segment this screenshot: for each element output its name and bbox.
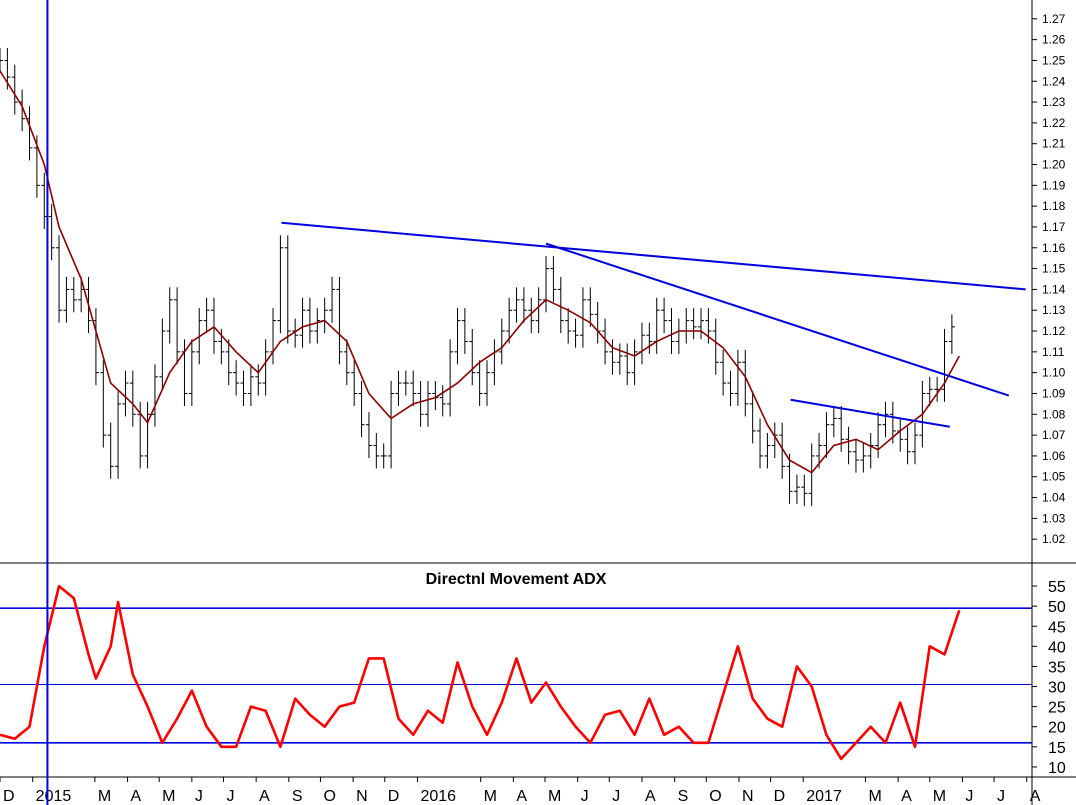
x-tick-label: S: [678, 788, 689, 805]
price-y-tick-label: 1.04: [1042, 491, 1066, 505]
adx-y-tick-label: 10: [1048, 760, 1066, 777]
x-tick-label: 2017: [806, 788, 842, 805]
x-tick-label: D: [3, 788, 15, 805]
adx-line: [0, 584, 961, 761]
x-tick-label: M: [548, 788, 561, 805]
adx-y-tick-label: 55: [1048, 579, 1066, 596]
adx-y-tick-label: 45: [1048, 619, 1066, 636]
x-tick-label: N: [742, 788, 754, 805]
price-y-tick-label: 1.22: [1042, 116, 1066, 130]
x-tick-label: M: [162, 788, 175, 805]
price-y-tick-label: 1.18: [1042, 199, 1066, 213]
x-tick-label: A: [645, 788, 656, 805]
price-y-tick-label: 1.02: [1042, 532, 1066, 546]
x-tick-label: D: [388, 788, 400, 805]
x-tick-label: N: [356, 788, 368, 805]
price-y-tick-label: 1.26: [1042, 33, 1066, 47]
moving-average-line: [0, 70, 961, 474]
x-tick-label: A: [259, 788, 270, 805]
x-tick-label: A: [131, 788, 142, 805]
x-tick-label: M: [868, 788, 881, 805]
x-tick-label: O: [323, 788, 335, 805]
adx-y-tick-label: 15: [1048, 740, 1066, 757]
x-tick-label: M: [98, 788, 111, 805]
price-y-tick-label: 1.05: [1042, 470, 1066, 484]
adx-y-tick-label: 35: [1048, 659, 1066, 676]
x-tick-label: M: [933, 788, 946, 805]
x-tick-label: J: [997, 788, 1005, 805]
x-tick-label: J: [965, 788, 973, 805]
adx-y-tick-label: 20: [1048, 720, 1066, 737]
x-tick-label: J: [581, 788, 589, 805]
price-y-tick-label: 1.12: [1042, 324, 1066, 338]
price-y-tick-label: 1.17: [1042, 220, 1066, 234]
adx-y-tick-label: 30: [1048, 680, 1066, 697]
price-bars: [0, 47, 955, 506]
adx-y-tick-label: 50: [1048, 599, 1066, 616]
price-y-tick-label: 1.19: [1042, 178, 1066, 192]
x-tick-label: J: [195, 788, 203, 805]
price-y-tick-label: 1.21: [1042, 137, 1066, 151]
x-tick-label: A: [1030, 788, 1041, 805]
trendline-2: [281, 221, 1026, 291]
x-tick-label: J: [612, 788, 620, 805]
adx-y-tick-label: 40: [1048, 639, 1066, 656]
x-tick-label: M: [484, 788, 497, 805]
x-tick-label: D: [774, 788, 786, 805]
price-y-tick-label: 1.24: [1042, 74, 1066, 88]
x-tick-label: A: [901, 788, 912, 805]
price-y-tick-label: 1.23: [1042, 95, 1066, 109]
adx-title: Directnl Movement ADX: [426, 571, 607, 588]
x-tick-label: S: [292, 788, 303, 805]
x-tick-label: O: [709, 788, 721, 805]
trendline-3: [545, 242, 1010, 397]
price-y-tick-label: 1.14: [1042, 282, 1066, 296]
x-tick-label: J: [226, 788, 234, 805]
price-y-tick-label: 1.15: [1042, 262, 1066, 276]
price-y-tick-label: 1.20: [1042, 158, 1066, 172]
price-y-tick-label: 1.09: [1042, 386, 1066, 400]
price-y-tick-label: 1.25: [1042, 53, 1066, 67]
x-tick-label: 2015: [36, 788, 72, 805]
price-y-tick-label: 1.03: [1042, 511, 1066, 525]
x-axis: D 2015 M A M J J A S O N D 2016 M A M J J A S O N D 2017 M A M J J A: [0, 777, 1041, 805]
adx-panel: Directnl Movement ADX 10 15 20 25 30 35 40 45 50…: [0, 571, 1066, 777]
price-y-tick-label: 1.16: [1042, 241, 1066, 255]
price-y-tick-label: 1.10: [1042, 366, 1066, 380]
price-y-tick-label: 1.11: [1042, 345, 1065, 359]
adx-y-tick-label: 25: [1048, 700, 1066, 717]
price-y-tick-label: 1.06: [1042, 449, 1066, 463]
x-tick-label: A: [516, 788, 527, 805]
x-tick-label: 2016: [420, 788, 456, 805]
price-y-tick-label: 1.08: [1042, 407, 1066, 421]
price-y-tick-label: 1.07: [1042, 428, 1066, 442]
price-y-tick-label: 1.27: [1042, 12, 1066, 26]
trendline-4: [790, 398, 950, 428]
price-panel: 1.02 1.03 1.04 1.05 1.06 1.07 1.08 1.09 1.10 1.11…: [0, 12, 1066, 546]
price-y-tick-label: 1.13: [1042, 303, 1066, 317]
